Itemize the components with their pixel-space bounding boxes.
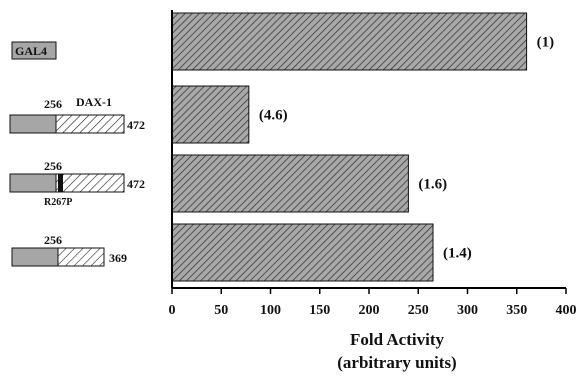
dax-name-label: DAX-1 [76,95,112,109]
bar-group [171,12,528,282]
bar-annotation-4: (1.4) [443,246,472,262]
row2-start-label: 256 [44,97,62,111]
x-tick-group: 0 50 100 150 200 250 300 350 400 [169,288,577,318]
x-tick-label-250: 250 [408,303,429,318]
row4-start-label: 256 [44,233,62,247]
row3-mutation-mark [58,174,63,192]
gal4-box [11,41,57,60]
x-axis-title-line1: Fold Activity [350,330,444,349]
bar-annotation-3: (1.6) [418,177,447,193]
x-tick-label-350: 350 [506,303,527,318]
bar-4 [171,223,434,282]
bar-1 [171,12,528,71]
row3-mutation-label: R267P [44,197,72,208]
x-tick-label-300: 300 [457,303,478,318]
bar-2 [171,85,250,144]
x-tick-label-400: 400 [556,303,577,318]
bar-3 [171,154,409,213]
row4-dax-domain [57,247,105,267]
x-tick-label-200: 200 [359,303,380,318]
row2-gal4-domain [9,114,57,134]
row3-start-label: 256 [44,159,62,173]
gal4-label: GAL4 [15,44,47,58]
row3-end-label: 472 [127,177,145,191]
row4-gal4-domain [11,247,59,267]
x-tick-label-0: 0 [169,303,176,318]
row3-gal4-domain [9,173,57,193]
row4-end-label: 369 [109,251,127,265]
x-tick-label-100: 100 [260,303,281,318]
x-tick-label-150: 150 [309,303,330,318]
row2-dax-domain [55,114,125,134]
x-tick-label-50: 50 [214,303,228,318]
bar-annotation-1: (1) [537,35,555,51]
row2-end-label: 472 [127,118,145,132]
construct-diagrams: GAL4 256 DAX-1 472 256 472 R267P 256 369 [9,41,145,267]
x-axis-title-line2: (arbitrary units) [337,353,456,372]
bar-annotation-2: (4.6) [259,108,288,124]
row3-dax-domain [55,173,125,193]
bar-annotation-group: (1) (4.6) (1.6) (1.4) [259,35,554,262]
